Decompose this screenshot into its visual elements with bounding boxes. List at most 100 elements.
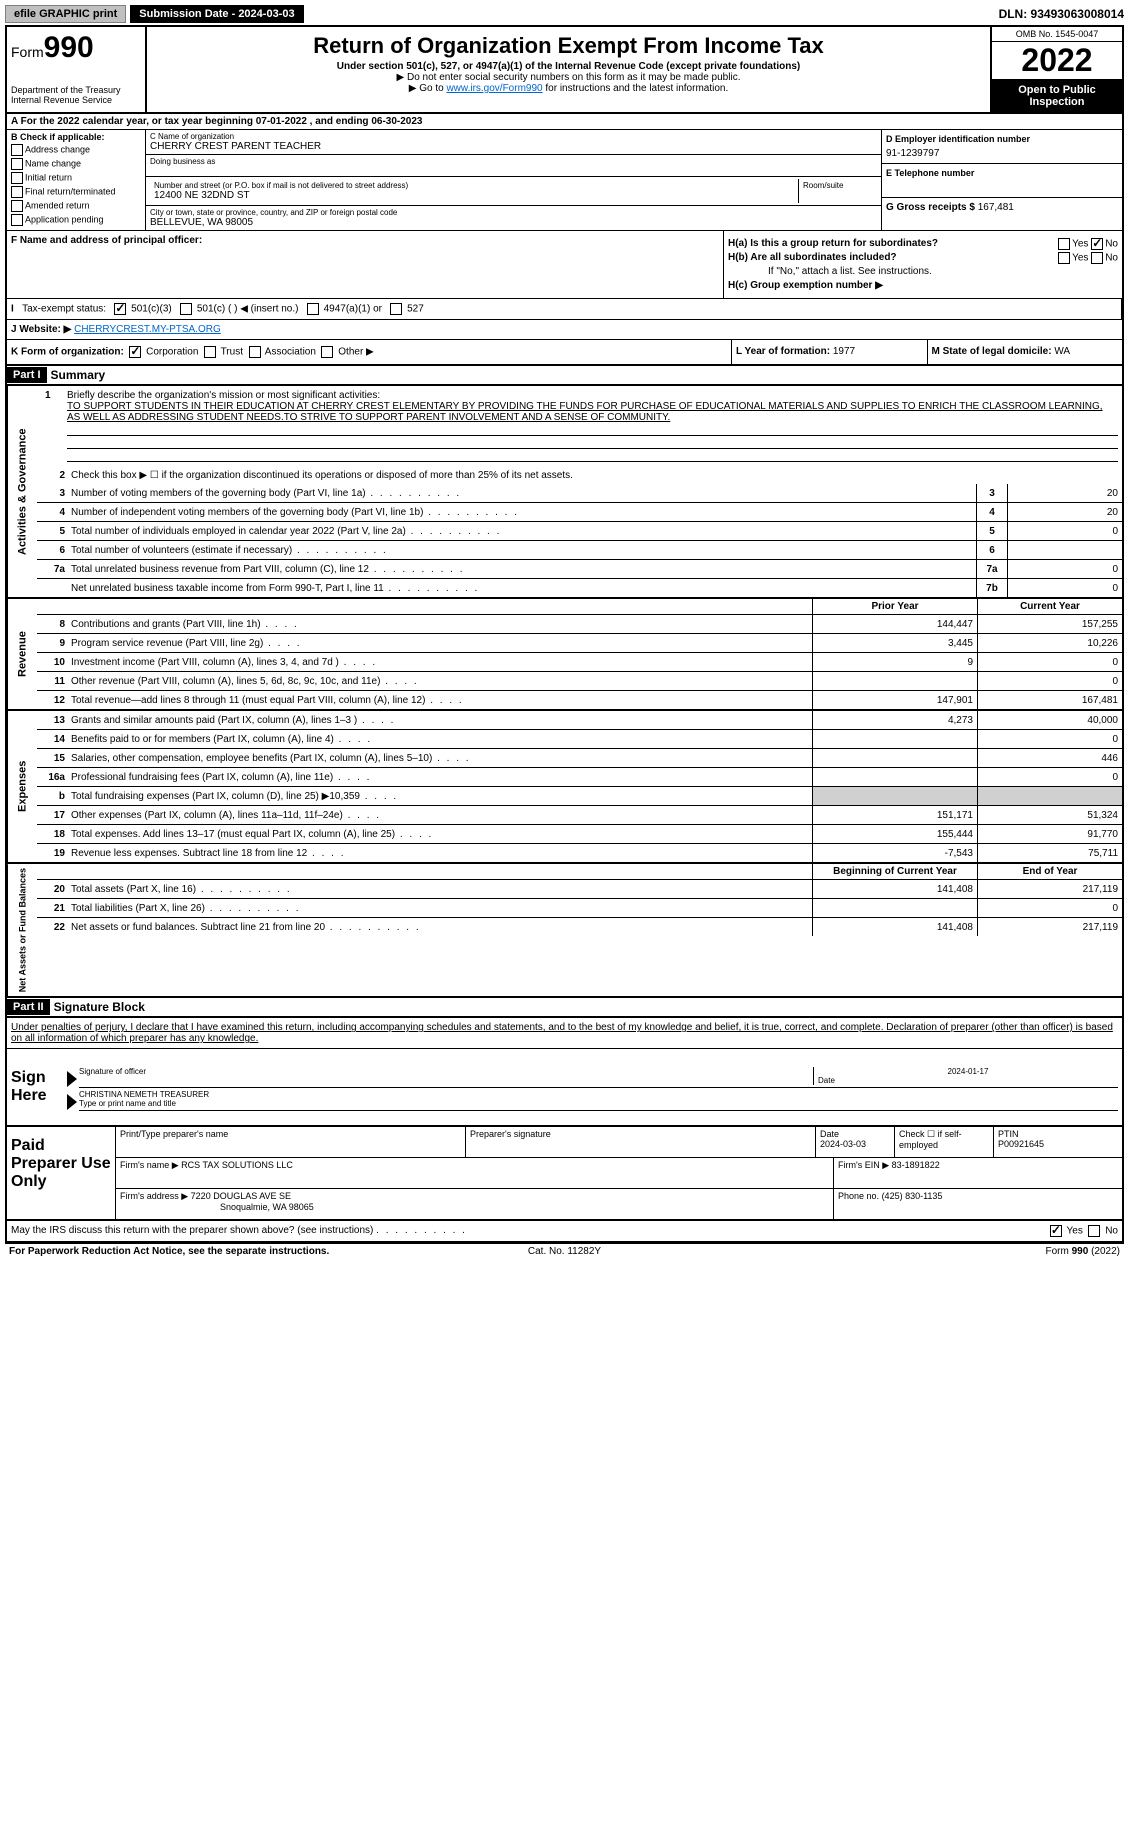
other-check[interactable] <box>321 346 333 358</box>
spacer <box>37 599 812 614</box>
end-year-header: End of Year <box>977 864 1122 879</box>
4947-check[interactable] <box>307 303 319 315</box>
line-num: 15 <box>37 753 71 764</box>
check-amended[interactable]: Amended return <box>11 200 141 212</box>
spacer <box>37 864 812 879</box>
phone-row: E Telephone number <box>882 164 1122 198</box>
check-application-pending[interactable]: Application pending <box>11 214 141 226</box>
current-val: 0 <box>977 899 1122 917</box>
check-initial-return[interactable]: Initial return <box>11 172 141 184</box>
dln-label: DLN: 93493063008014 <box>999 7 1124 21</box>
section-h: H(a) Is this a group return for subordin… <box>724 231 1122 298</box>
501c-check[interactable] <box>180 303 192 315</box>
section-bcd: B Check if applicable: Address change Na… <box>7 130 1122 231</box>
line-desc: Contributions and grants (Part VIII, lin… <box>71 617 812 632</box>
firm-addr2: Snoqualmie, WA 98065 <box>120 1202 314 1212</box>
may-irs-no[interactable] <box>1088 1225 1100 1237</box>
prior-val: 4,273 <box>812 711 977 729</box>
line-desc: Net assets or fund balances. Subtract li… <box>71 920 812 935</box>
corp-check[interactable] <box>129 346 141 358</box>
line-desc: Total unrelated business revenue from Pa… <box>71 562 976 577</box>
yes-label: Yes <box>1072 253 1088 264</box>
prior-year-header: Prior Year <box>812 599 977 614</box>
hb-no[interactable] <box>1091 252 1103 264</box>
line-desc: Salaries, other compensation, employee b… <box>71 751 812 766</box>
net-line: 21 Total liabilities (Part X, line 26) 0 <box>37 898 1122 917</box>
line-1-num: 1 <box>45 390 51 401</box>
m-label: M State of legal domicile: <box>932 346 1052 357</box>
line-val: 20 <box>1008 484 1122 502</box>
line-desc: Other expenses (Part IX, column (A), lin… <box>71 808 812 823</box>
check-name-change[interactable]: Name change <box>11 158 141 170</box>
line-num: b <box>37 791 71 802</box>
hb-line: H(b) Are all subordinates included? Yes … <box>728 252 1118 263</box>
city-value: BELLEVUE, WA 98005 <box>150 217 877 228</box>
cb-label: Amended return <box>25 200 90 210</box>
firm-ein-val: 83-1891822 <box>892 1160 940 1170</box>
line-num: 6 <box>37 545 71 556</box>
current-val: 91,770 <box>977 825 1122 843</box>
l-val: 1977 <box>833 346 855 357</box>
expenses-section: Expenses 13 Grants and similar amounts p… <box>7 711 1122 864</box>
part-i-title: Summary <box>47 366 110 384</box>
firm-addr-label: Firm's address ▶ <box>120 1191 188 1201</box>
may-irs-row: May the IRS discuss this return with the… <box>7 1221 1122 1242</box>
line-desc: Professional fundraising fees (Part IX, … <box>71 770 812 785</box>
check-final-return[interactable]: Final return/terminated <box>11 186 141 198</box>
ha-no[interactable] <box>1091 238 1103 250</box>
footer: For Paperwork Reduction Act Notice, see … <box>5 1244 1124 1259</box>
current-val: 446 <box>977 749 1122 767</box>
expenses-content: 13 Grants and similar amounts paid (Part… <box>37 711 1122 862</box>
prior-val: 147,901 <box>812 691 977 709</box>
527-check[interactable] <box>390 303 402 315</box>
efile-button[interactable]: efile GRAPHIC print <box>5 5 126 23</box>
principal-officer-label: F Name and address of principal officer: <box>11 235 202 246</box>
section-b: B Check if applicable: Address change Na… <box>7 130 146 230</box>
form-number-text: 990 <box>44 31 94 64</box>
ha-yes[interactable] <box>1058 238 1070 250</box>
pp-line-1: Print/Type preparer's name Preparer's si… <box>116 1127 1122 1158</box>
prior-val: 141,408 <box>812 918 977 936</box>
trust-check[interactable] <box>204 346 216 358</box>
part-i-header: Part I Summary <box>7 366 1122 386</box>
may-irs-yes[interactable] <box>1050 1225 1062 1237</box>
street-row: Number and street (or P.O. box if mail i… <box>146 177 881 206</box>
hc-label: H(c) Group exemption number ▶ <box>728 280 883 291</box>
current-val: 10,226 <box>977 634 1122 652</box>
irs-link[interactable]: www.irs.gov/Form990 <box>446 83 542 94</box>
exp-line: 17 Other expenses (Part IX, column (A), … <box>37 805 1122 824</box>
exp-line: 15 Salaries, other compensation, employe… <box>37 748 1122 767</box>
line-num: 3 <box>37 488 71 499</box>
firm-phone-cell: Phone no. (425) 830-1135 <box>834 1189 1122 1219</box>
prior-val <box>812 899 977 917</box>
may-irs-label: May the IRS discuss this return with the… <box>11 1225 373 1236</box>
gross-value: 167,481 <box>978 202 1014 213</box>
tax-year-text: A For the 2022 calendar year, or tax yea… <box>11 116 422 127</box>
prior-val <box>812 768 977 786</box>
hb-yn: Yes No <box>1058 252 1118 264</box>
section-c: C Name of organization CHERRY CREST PARE… <box>146 130 881 230</box>
current-val: 0 <box>977 730 1122 748</box>
line-num: 5 <box>37 526 71 537</box>
current-val: 40,000 <box>977 711 1122 729</box>
line-desc: Total revenue—add lines 8 through 11 (mu… <box>71 693 812 708</box>
assoc-check[interactable] <box>249 346 261 358</box>
phone-label: E Telephone number <box>886 168 1118 178</box>
line-num: 17 <box>37 810 71 821</box>
paid-preparer-row: Paid Preparer Use Only Print/Type prepar… <box>7 1127 1122 1221</box>
assoc-label: Association <box>265 347 316 358</box>
disclaimer-text: Under penalties of perjury, I declare th… <box>11 1022 1113 1044</box>
revenue-section: Revenue Prior Year Current Year 8 Contri… <box>7 599 1122 711</box>
line-box: 7b <box>976 579 1008 597</box>
submission-date-button[interactable]: Submission Date - 2024-03-03 <box>130 5 303 23</box>
check-address-change[interactable]: Address change <box>11 144 141 156</box>
street-value: 12400 NE 32DND ST <box>154 190 794 201</box>
501c3-check[interactable] <box>114 303 126 315</box>
website-link[interactable]: CHERRYCREST.MY-PTSA.ORG <box>74 324 221 335</box>
exp-line: 13 Grants and similar amounts paid (Part… <box>37 711 1122 729</box>
trust-label: Trust <box>221 347 243 358</box>
hb-yes[interactable] <box>1058 252 1070 264</box>
form-header: Form990 Department of the Treasury Inter… <box>7 27 1122 114</box>
net-assets-header: Beginning of Current Year End of Year <box>37 864 1122 879</box>
line-num: 8 <box>37 619 71 630</box>
